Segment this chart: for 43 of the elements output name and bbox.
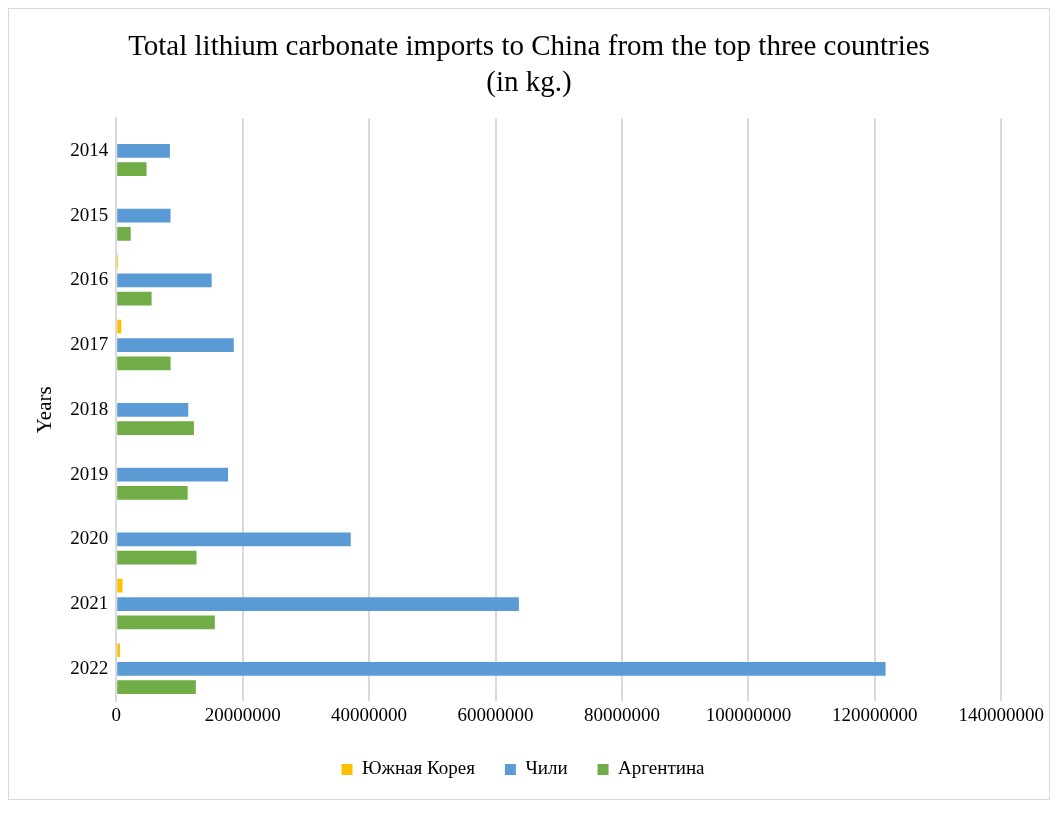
bar	[117, 402, 189, 417]
x-tick-label: 20000000	[204, 703, 281, 725]
bar	[117, 467, 229, 482]
bar	[117, 208, 171, 223]
bar	[117, 615, 215, 630]
bar	[117, 319, 122, 334]
y-tick-label: 2020	[70, 527, 109, 549]
y-axis-title: Years	[32, 386, 57, 434]
chart-title: Total lithium carbonate imports to China from the top three countries (in kg.)	[127, 28, 931, 99]
bar	[117, 680, 196, 695]
bar	[117, 162, 147, 177]
x-tick-label: 60000000	[457, 703, 534, 725]
bar	[117, 550, 197, 565]
bar	[117, 356, 171, 371]
bar	[117, 486, 188, 500]
y-tick-label: 2014	[70, 138, 109, 160]
bar	[117, 227, 131, 241]
x-tick-label: 120000000	[832, 703, 918, 725]
bar	[117, 661, 886, 676]
y-tick-label: 2016	[70, 268, 109, 290]
bar	[117, 578, 123, 593]
bar	[117, 597, 519, 611]
x-tick-label: 100000000	[705, 703, 792, 725]
x-tick-label: 80000000	[583, 703, 660, 725]
bar	[117, 291, 152, 306]
y-tick-label: 2021	[70, 592, 109, 614]
y-tick-label: 2017	[70, 333, 109, 355]
bar	[117, 421, 194, 436]
y-tick-label: 2015	[70, 203, 109, 225]
y-tick-label: 2019	[70, 462, 109, 484]
legend-label: Аргентина	[618, 757, 706, 779]
x-tick-label: 140000000	[958, 703, 1044, 725]
y-tick-label: 2022	[70, 656, 109, 678]
bar	[117, 143, 170, 158]
bar	[117, 338, 234, 352]
legend-label: Чили	[525, 757, 568, 779]
legend-label: Южная Корея	[362, 757, 476, 779]
x-tick-label: 40000000	[331, 703, 408, 725]
bar	[117, 273, 212, 288]
bar	[117, 532, 351, 547]
bar	[117, 643, 120, 658]
y-tick-label: 2018	[70, 397, 109, 419]
x-tick-label: 0	[111, 703, 121, 725]
